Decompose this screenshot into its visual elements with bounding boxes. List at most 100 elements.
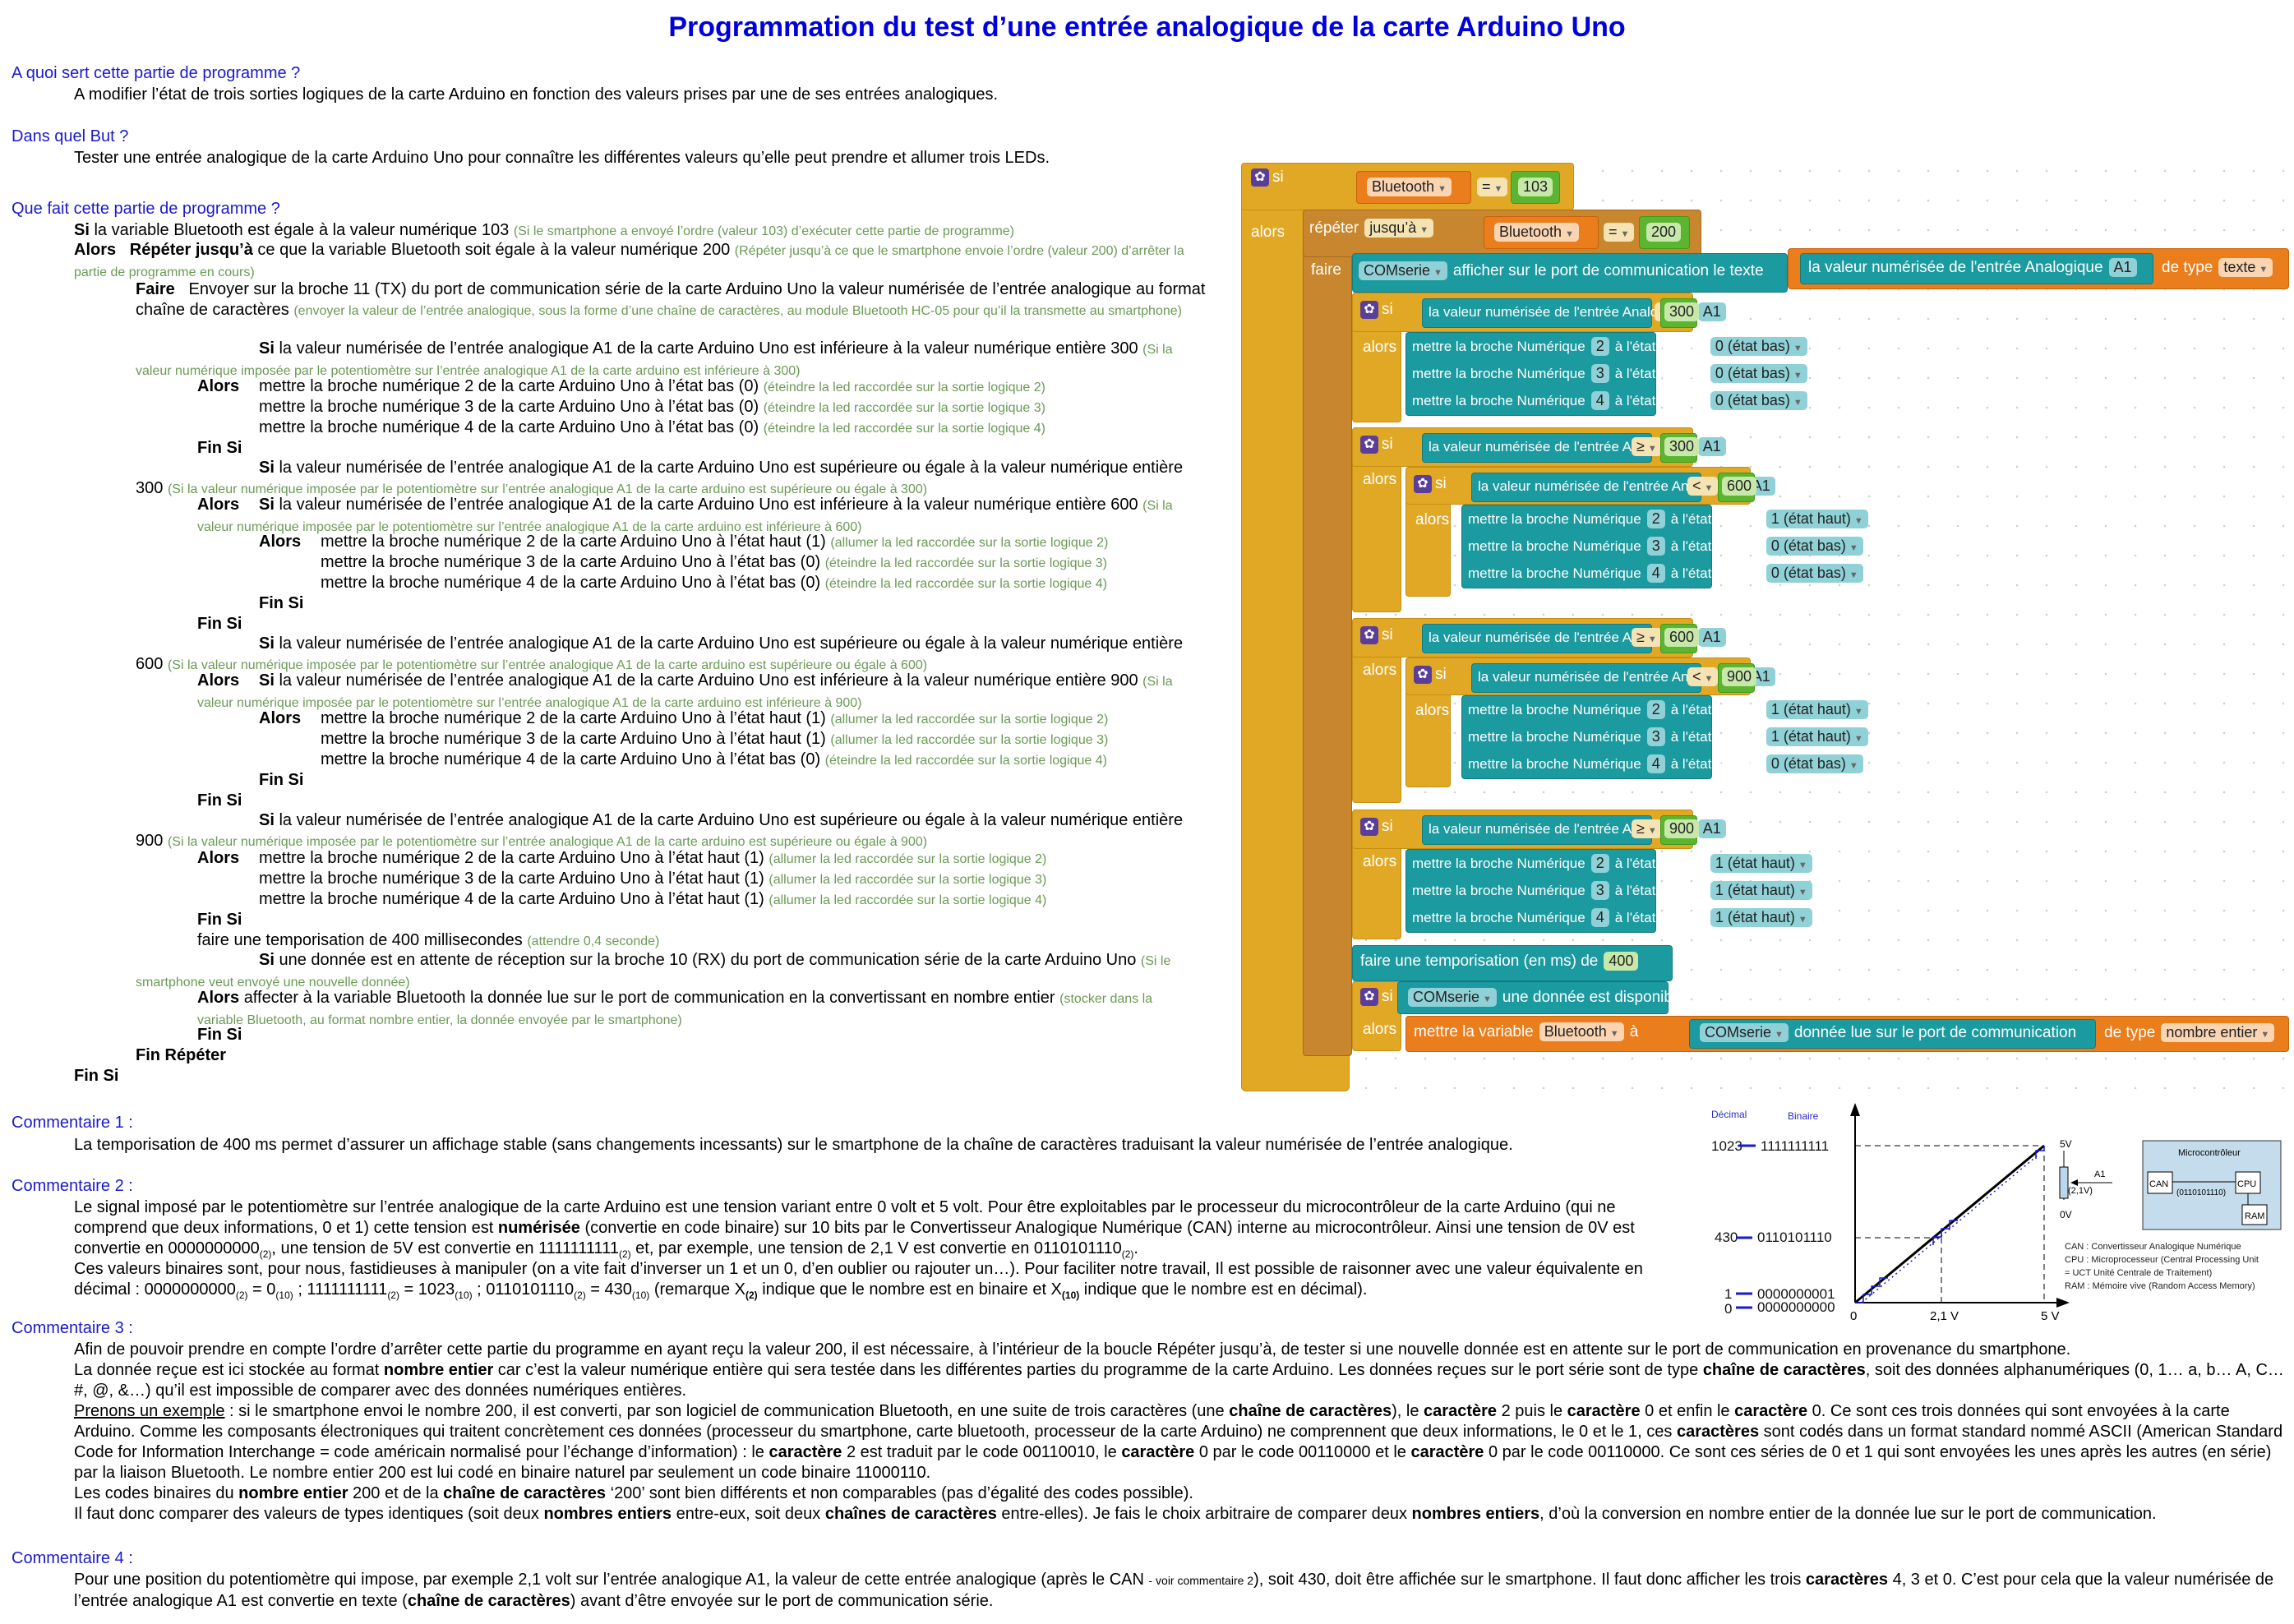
svg-text:= UCT Unité Centrale de Traite: = UCT Unité Centrale de Traitement): [2065, 1268, 2212, 1278]
kw-si: Si: [259, 459, 275, 477]
diagram-label-decimal: Décimal: [1711, 1109, 1747, 1120]
svg-text:CPU: CPU: [2237, 1179, 2256, 1189]
algo-note: (éteindre la led raccordée sur la sortie…: [824, 577, 1107, 591]
comment-3-text: Afin de pouvoir prendre en compte l’ordr…: [74, 1340, 2284, 1523]
kw-alors: Alors: [197, 849, 240, 867]
algo-line: la valeur numérisée de l’entrée analogiq…: [279, 339, 1138, 358]
variable-dropdown[interactable]: Bluetooth ▼: [1539, 1022, 1624, 1041]
svg-text:(2,1V): (2,1V): [2068, 1186, 2093, 1196]
variable-dropdown: Bluetooth ▼: [1367, 178, 1452, 196]
comment-3-heading: Commentaire 3 :: [12, 1319, 133, 1337]
page-title: Programmation du test d’une entrée analo…: [668, 12, 1626, 43]
gear-icon[interactable]: ✿: [1251, 168, 1269, 187]
gear-icon[interactable]: ✿: [1360, 818, 1378, 836]
svg-text:5 V: 5 V: [2041, 1309, 2060, 1323]
block-digital-write-group[interactable]: [1405, 332, 1656, 416]
comment-4-heading: Commentaire 4 :: [12, 1549, 133, 1567]
algo-line: la valeur numérisée de l’entrée analogiq…: [279, 496, 1138, 514]
svg-text:(0110101110): (0110101110): [2176, 1188, 2226, 1197]
algo-note: (éteindre la led raccordée sur la sortie…: [824, 754, 1107, 768]
algo-line: mettre la broche numérique 2 de la carte…: [321, 533, 826, 551]
section-heading-goal: Dans quel But ?: [12, 127, 129, 145]
comment-4-text: Pour une position du potentiomètre qui i…: [74, 1571, 2274, 1610]
analog-pin[interactable]: A1: [2108, 258, 2137, 277]
algo-line: affecter à la variable Bluetooth la donn…: [243, 989, 1055, 1007]
gear-icon[interactable]: ✿: [1360, 626, 1378, 644]
svg-text:0: 0: [1850, 1309, 1857, 1323]
number-value[interactable]: 200: [1646, 223, 1682, 242]
kw-si: Si: [74, 221, 90, 239]
algo-line: mettre la broche numérique 2 de la carte…: [321, 709, 826, 727]
algo-line: mettre la broche numérique 2 de la carte…: [259, 377, 759, 395]
svg-text:Microcontrôleur: Microcontrôleur: [2178, 1148, 2241, 1158]
kw-fin-si: Fin Si: [259, 771, 304, 789]
block-analog-read[interactable]: [1422, 298, 1652, 328]
algo-line: mettre la broche numérique 3 de la carte…: [321, 730, 826, 748]
gear-icon[interactable]: ✿: [1414, 475, 1432, 493]
operator-dropdown[interactable]: = ▼: [1604, 223, 1635, 242]
algo-line: Envoyer sur la broche 11 (TX) du port de…: [136, 280, 1206, 319]
svg-text:RAM : Mémoire vive (Random Acc: RAM : Mémoire vive (Random Access Memory…: [2065, 1281, 2255, 1291]
kw-fin-si: Fin Si: [74, 1067, 119, 1085]
number-value[interactable]: 300: [1664, 302, 1700, 321]
type-dropdown[interactable]: texte ▼: [2218, 258, 2273, 277]
algo-note: (Si la valeur numérique imposée par le p…: [197, 499, 1173, 534]
block-label-si: si: [1272, 168, 1284, 186]
algo-note: (Si la valeur numérique imposée par le p…: [136, 343, 1173, 378]
number-value[interactable]: 103: [1518, 178, 1553, 196]
algo-line: la valeur numérisée de l’entrée analogiq…: [136, 459, 1184, 497]
algo-note: (Si la valeur numérique imposée par le p…: [167, 835, 928, 849]
algo-note: (Si le smartphone a envoyé l’ordre (vale…: [513, 224, 1014, 238]
svg-text:430: 430: [1715, 1230, 1738, 1245]
algo-note: (éteindre la led raccordée sur la sortie…: [763, 401, 1045, 415]
algo-note: (éteindre la led raccordée sur la sortie…: [824, 556, 1107, 570]
type-dropdown[interactable]: nombre entier ▼: [2161, 1023, 2275, 1042]
purpose-text: A modifier l’état de trois sorties logiq…: [74, 85, 998, 104]
svg-text:1: 1: [1724, 1286, 1732, 1302]
operator-dropdown[interactable]: = ▼: [1477, 178, 1508, 196]
algo-line: mettre la broche numérique 4 de la carte…: [321, 574, 821, 592]
svg-text:0V: 0V: [2060, 1209, 2072, 1220]
kw-si: Si: [259, 951, 275, 969]
kw-faire: Faire: [136, 280, 175, 298]
goal-text: Tester une entrée analogique de la carte…: [74, 149, 1050, 167]
serial-dropdown[interactable]: COMserie ▼: [1359, 261, 1447, 280]
algo-note: (envoyer la valeur de l’entrée analogiqu…: [293, 304, 1182, 318]
gear-icon[interactable]: ✿: [1414, 666, 1432, 684]
adc-diagram: Décimal Binaire 1023 1111111111 430 0110…: [1693, 1093, 2294, 1323]
block-analog-read: [1422, 433, 1652, 463]
delay-value[interactable]: 400: [1604, 952, 1639, 971]
gear-icon[interactable]: ✿: [1360, 301, 1378, 319]
kw-fin-si: Fin Si: [197, 791, 242, 810]
algo-line: mettre la broche numérique 4 de la carte…: [321, 750, 821, 768]
kw-fin-si: Fin Si: [259, 594, 304, 612]
algo-note: (allumer la led raccordée sur la sortie …: [769, 852, 1047, 866]
svg-text:CAN : Convertisseur Analogique: CAN : Convertisseur Analogique Numérique: [2065, 1242, 2241, 1252]
kw-alors: Alors: [197, 377, 240, 395]
comment-1-text: La temporisation de 400 ms permet d’assu…: [74, 1136, 1513, 1154]
blockly-workspace[interactable]: ✿ si Bluetooth ▼ = ▼ 103 alors répéter jusqu…: [1233, 156, 2294, 1091]
algo-note: (allumer la led raccordée sur la sortie …: [769, 893, 1047, 907]
algo-note: (allumer la led raccordée sur la sortie …: [830, 713, 1109, 727]
algo-note: (allumer la led raccordée sur la sortie …: [830, 536, 1109, 550]
section-heading-what: Que fait cette partie de programme ?: [12, 200, 280, 218]
svg-text:A1: A1: [2094, 1170, 2105, 1179]
block-label-alors: alors: [1251, 224, 1285, 241]
block-analog-read[interactable]: [1800, 253, 2153, 284]
kw-fin-si: Fin Si: [197, 615, 242, 633]
gear-icon[interactable]: ✿: [1360, 988, 1378, 1006]
algo-line: faire une temporisation de 400 milliseco…: [197, 931, 523, 949]
algo-line: une donnée est en attente de réception s…: [279, 951, 1137, 969]
comment-2-p1: Le signal imposé par le potentiomètre su…: [74, 1198, 1635, 1260]
kw-fin-si: Fin Si: [197, 911, 242, 929]
gear-icon[interactable]: ✿: [1360, 436, 1378, 454]
algo-line: mettre la broche numérique 4 de la carte…: [259, 418, 759, 436]
algo-note: (Si la valeur numérique imposée par le p…: [197, 675, 1173, 710]
repeat-mode-dropdown[interactable]: jusqu’à ▼: [1364, 219, 1434, 238]
svg-text:CAN: CAN: [2149, 1179, 2168, 1189]
block-repeat-until[interactable]: [1303, 210, 1352, 1056]
comment-1-heading: Commentaire 1 :: [12, 1114, 133, 1132]
kw-fin-repeter: Fin Répéter: [136, 1046, 227, 1064]
svg-text:0000000001: 0000000001: [1757, 1286, 1835, 1302]
kw-si: Si: [259, 671, 275, 690]
